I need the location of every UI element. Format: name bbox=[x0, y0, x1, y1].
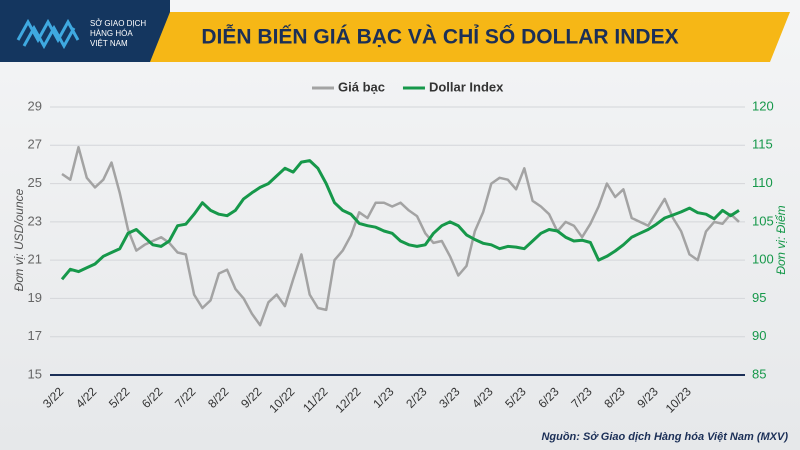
logo-text: HÀNG HÓA bbox=[90, 29, 133, 38]
logo-text: SỞ GIAO DỊCH bbox=[90, 19, 146, 28]
y-tick-label: 23 bbox=[28, 213, 42, 228]
logo-box bbox=[0, 0, 170, 62]
y-tick-label: 27 bbox=[28, 137, 42, 152]
y2-tick-label: 120 bbox=[752, 98, 774, 113]
y-axis-label: Đơn vị: USD/ounce bbox=[12, 188, 26, 291]
y2-tick-label: 95 bbox=[752, 290, 766, 305]
y2-tick-label: 85 bbox=[752, 366, 766, 381]
y-tick-label: 19 bbox=[28, 290, 42, 305]
y-tick-label: 15 bbox=[28, 366, 42, 381]
logo-text: VIỆT NAM bbox=[90, 39, 128, 48]
y2-tick-label: 90 bbox=[752, 328, 766, 343]
logo-mark bbox=[16, 18, 80, 50]
y2-tick-label: 105 bbox=[752, 213, 774, 228]
series-line bbox=[61, 145, 740, 327]
source-note: Nguồn: Sở Giao dịch Hàng hóa Việt Nam (M… bbox=[541, 431, 788, 443]
series-line bbox=[60, 159, 740, 281]
y-tick-label: 21 bbox=[28, 252, 42, 267]
title-banner bbox=[150, 12, 790, 62]
y2-tick-label: 110 bbox=[752, 175, 773, 190]
y-tick-label: 25 bbox=[28, 175, 42, 190]
y2-tick-label: 100 bbox=[752, 252, 774, 267]
chart-title: DIỄN BIẾN GIÁ BẠC VÀ CHỈ SỐ DOLLAR INDEX bbox=[201, 25, 678, 49]
legend-label: Dollar Index bbox=[429, 79, 504, 94]
y-tick-label: 17 bbox=[28, 328, 42, 343]
legend-label: Giá bạc bbox=[338, 79, 385, 94]
y2-axis-label: Đơn vị: Điểm bbox=[774, 205, 788, 274]
y2-tick-label: 115 bbox=[752, 137, 773, 152]
y-tick-label: 29 bbox=[28, 98, 42, 113]
